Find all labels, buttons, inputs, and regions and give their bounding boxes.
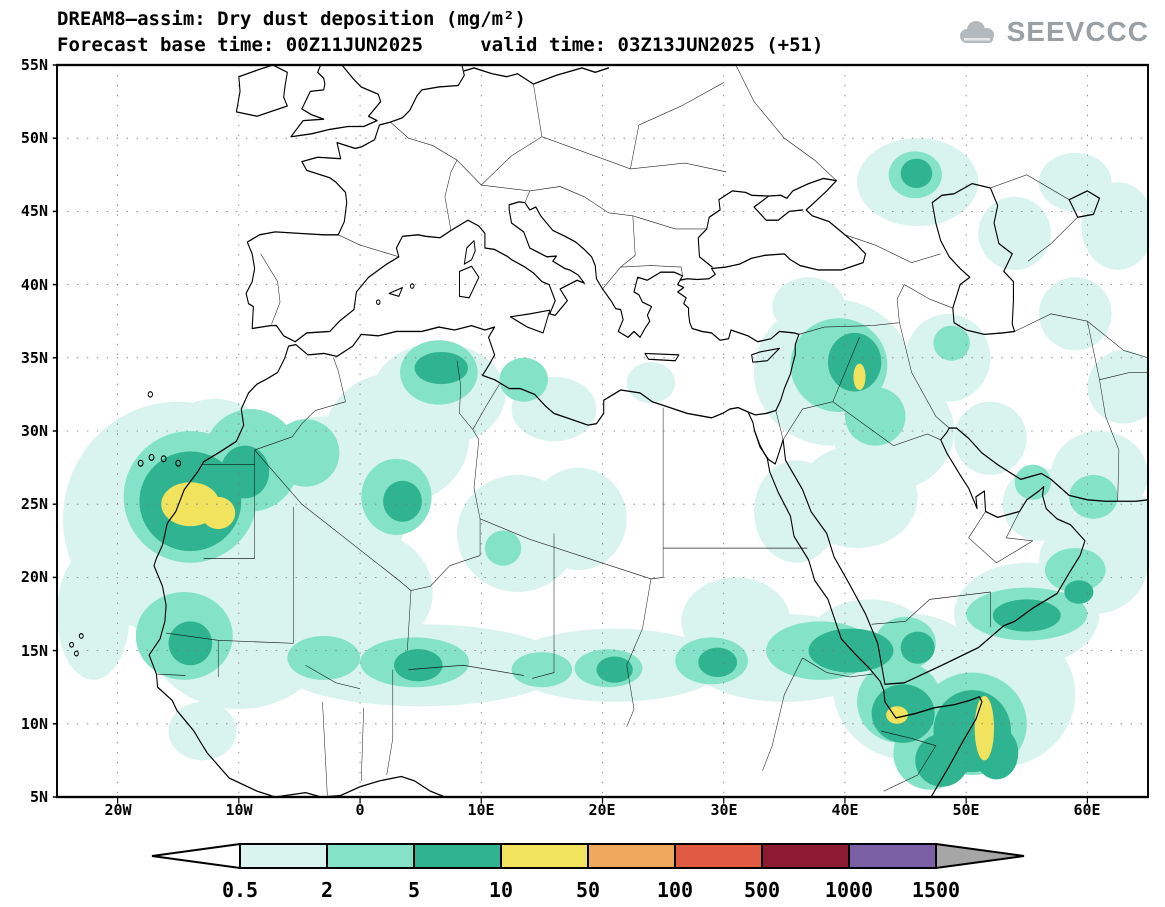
colorbar-segment <box>239 843 328 869</box>
colorbar-segment <box>674 843 763 869</box>
lat-tick-label: 15N <box>20 642 48 660</box>
lat-tick-label: 35N <box>20 349 48 367</box>
lon-tick-label: 20W <box>104 801 132 819</box>
atlantic-europe-coastline <box>245 65 465 343</box>
colorbar-arrow-right <box>935 842 1025 870</box>
logo-text: SEEVCCC <box>1006 16 1149 47</box>
dust-contour-fills <box>57 138 1148 790</box>
lat-tick-label: 5N <box>29 788 48 806</box>
lat-tick-label: 50N <box>20 129 48 147</box>
lat-tick-label: 20N <box>20 568 48 586</box>
lon-tick-label: 20E <box>588 801 616 819</box>
colorbar-value-label: 500 <box>744 878 780 902</box>
lat-tick-label: 30N <box>20 422 48 440</box>
lon-tick-label: 0 <box>355 801 365 819</box>
black-sea-west-coastline <box>697 190 770 268</box>
lat-tick-label: 10N <box>20 715 48 733</box>
caspian-sea-coastline <box>931 182 1016 336</box>
plot-subtitle-times: Forecast base time: 00Z11JUN2025 valid t… <box>57 34 824 56</box>
lon-tick-label: 40E <box>831 801 859 819</box>
europe-mediterranean-coastline <box>294 201 684 343</box>
seevccc-logo: SEEVCCC <box>954 16 1149 48</box>
lon-tick-label: 50E <box>952 801 980 819</box>
colorbar-segment <box>500 843 589 869</box>
aral-sea-coastline <box>1068 190 1101 218</box>
colorbar-value-label: 50 <box>576 878 600 902</box>
colorbar-value-label: 5 <box>408 878 420 902</box>
map-canvas <box>52 63 1149 804</box>
map-frame <box>56 63 1149 799</box>
lon-tick-label: 10E <box>467 801 495 819</box>
ireland-coastline <box>235 65 288 117</box>
colorbar-value-label: 1500 <box>912 878 960 902</box>
colorbar-legend: 0.5 2 5 10 50 100 500 1000 1500 <box>151 842 1025 902</box>
coastlines <box>69 65 1148 797</box>
colorbar-segment <box>326 843 415 869</box>
lat-tick-label: 55N <box>20 56 48 74</box>
lat-tick-label: 40N <box>20 276 48 294</box>
lon-tick-label: 10W <box>225 801 253 819</box>
dust-level-10-fill <box>161 363 995 761</box>
iran-gulf-coastline <box>948 427 1148 502</box>
colorbar-value-label: 10 <box>489 878 513 902</box>
arabia-coastline <box>782 427 1086 685</box>
colorbar-value-label: 2 <box>321 878 333 902</box>
plot-title: DREAM8—assim: Dry dust deposition (mg/m²… <box>57 8 526 30</box>
colorbar-segment <box>587 843 676 869</box>
africa-coastline <box>148 177 867 797</box>
colorbar-value-label: 1000 <box>825 878 873 902</box>
colorbar-value-label: 0.5 <box>222 878 258 902</box>
colorbar-segment <box>761 843 850 869</box>
lat-tick-label: 45N <box>20 202 48 220</box>
britain-coastline <box>290 65 382 138</box>
lon-tick-label: 60E <box>1073 801 1101 819</box>
colorbar-segment <box>848 843 937 869</box>
baltic-coastline <box>463 67 610 85</box>
colorbar-segment <box>413 843 502 869</box>
red-sea-africa-somalia-coastline <box>754 430 983 797</box>
island-coastlines <box>69 240 780 657</box>
cloud-icon <box>959 21 994 43</box>
colorbar-value-label: 100 <box>657 878 693 902</box>
lat-tick-label: 25N <box>20 495 48 513</box>
lon-tick-label: 30E <box>710 801 738 819</box>
country-borders <box>156 65 1148 796</box>
colorbar-arrow-left <box>151 842 241 870</box>
